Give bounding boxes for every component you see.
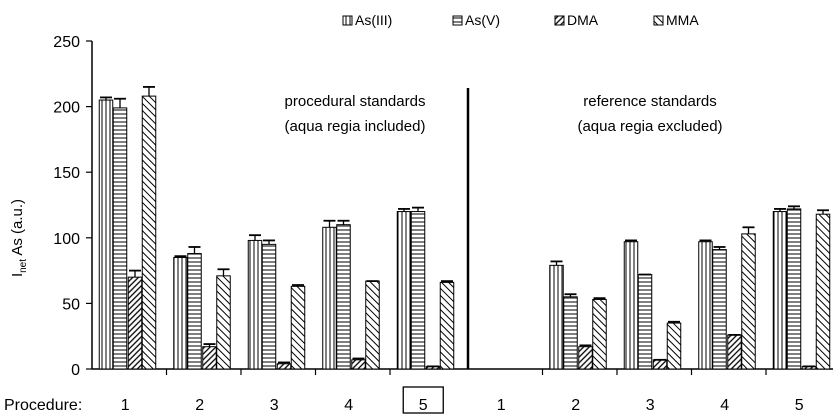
bar <box>666 322 682 370</box>
y-axis-title: Inet As (a.u.) <box>9 199 29 277</box>
bar <box>623 241 639 370</box>
y-tick-label: 50 <box>62 296 80 313</box>
legend-swatch <box>452 15 463 26</box>
x-tick-label: 1 <box>121 397 130 414</box>
bar <box>815 213 831 370</box>
bar <box>290 285 306 370</box>
bar <box>578 346 593 370</box>
bar <box>741 233 756 370</box>
bar <box>216 275 231 370</box>
x-tick-label: 5 <box>419 397 428 414</box>
bar <box>322 226 337 370</box>
x-tick-label: 5 <box>795 397 804 414</box>
y-tick-label: 250 <box>53 34 80 51</box>
bar <box>187 253 202 370</box>
bar <box>563 296 578 370</box>
legend-label: As(V) <box>465 12 500 28</box>
group-title-line: procedural standards <box>285 93 426 110</box>
bar <box>141 95 157 370</box>
bar <box>98 99 114 370</box>
highlight-box <box>402 386 444 414</box>
x-tick-label: 3 <box>646 397 655 414</box>
y-tick-label: 200 <box>53 100 80 117</box>
bar <box>549 264 564 370</box>
y-tick-label: 0 <box>71 362 80 379</box>
x-axis-prefix-label: Procedure: <box>4 397 82 414</box>
bar <box>276 363 292 370</box>
bar <box>410 211 426 370</box>
legend: As(III) As(V) DMA MMA <box>342 12 699 28</box>
bar <box>351 359 366 370</box>
bar <box>247 239 263 370</box>
x-tick-label: 3 <box>270 397 279 414</box>
bar <box>173 256 188 370</box>
bar <box>712 249 727 370</box>
legend-swatch <box>342 15 353 26</box>
group-titles: procedural standards (aqua regia included… <box>285 93 723 135</box>
legend-label: DMA <box>567 12 599 28</box>
bar <box>112 107 128 370</box>
y-tick-label: 150 <box>53 165 80 182</box>
bar <box>698 241 713 370</box>
group-title-line: reference standards <box>583 93 716 110</box>
bar <box>652 359 668 370</box>
bars <box>98 86 831 370</box>
bar <box>592 298 607 370</box>
x-tick-label: 1 <box>497 397 506 414</box>
x-tick-label: 4 <box>344 397 353 414</box>
bar <box>261 243 277 370</box>
group-title-line: (aqua regia included) <box>285 118 426 135</box>
y-tick-label: 100 <box>53 231 80 248</box>
bar <box>365 280 380 370</box>
bar <box>772 211 788 370</box>
bar <box>396 211 412 370</box>
legend-swatch <box>653 15 664 26</box>
bar <box>127 276 143 370</box>
bar <box>637 274 653 370</box>
y-axis-ticks: 0 50 100 150 200 250 <box>53 34 92 379</box>
x-tick-label: 4 <box>720 397 729 414</box>
group-title-line: (aqua regia excluded) <box>577 118 722 135</box>
bar <box>786 208 802 370</box>
legend-swatch <box>554 15 565 26</box>
bar <box>727 334 742 370</box>
x-tick-label: 2 <box>571 397 580 414</box>
legend-label: As(III) <box>355 12 392 28</box>
bar <box>336 224 351 370</box>
x-axis-labels: 1 2 3 4 5 1 2 3 4 5 <box>121 369 804 414</box>
bar <box>439 281 455 370</box>
x-tick-label: 2 <box>195 397 204 414</box>
bar <box>202 346 217 370</box>
legend-label: MMA <box>666 12 699 28</box>
